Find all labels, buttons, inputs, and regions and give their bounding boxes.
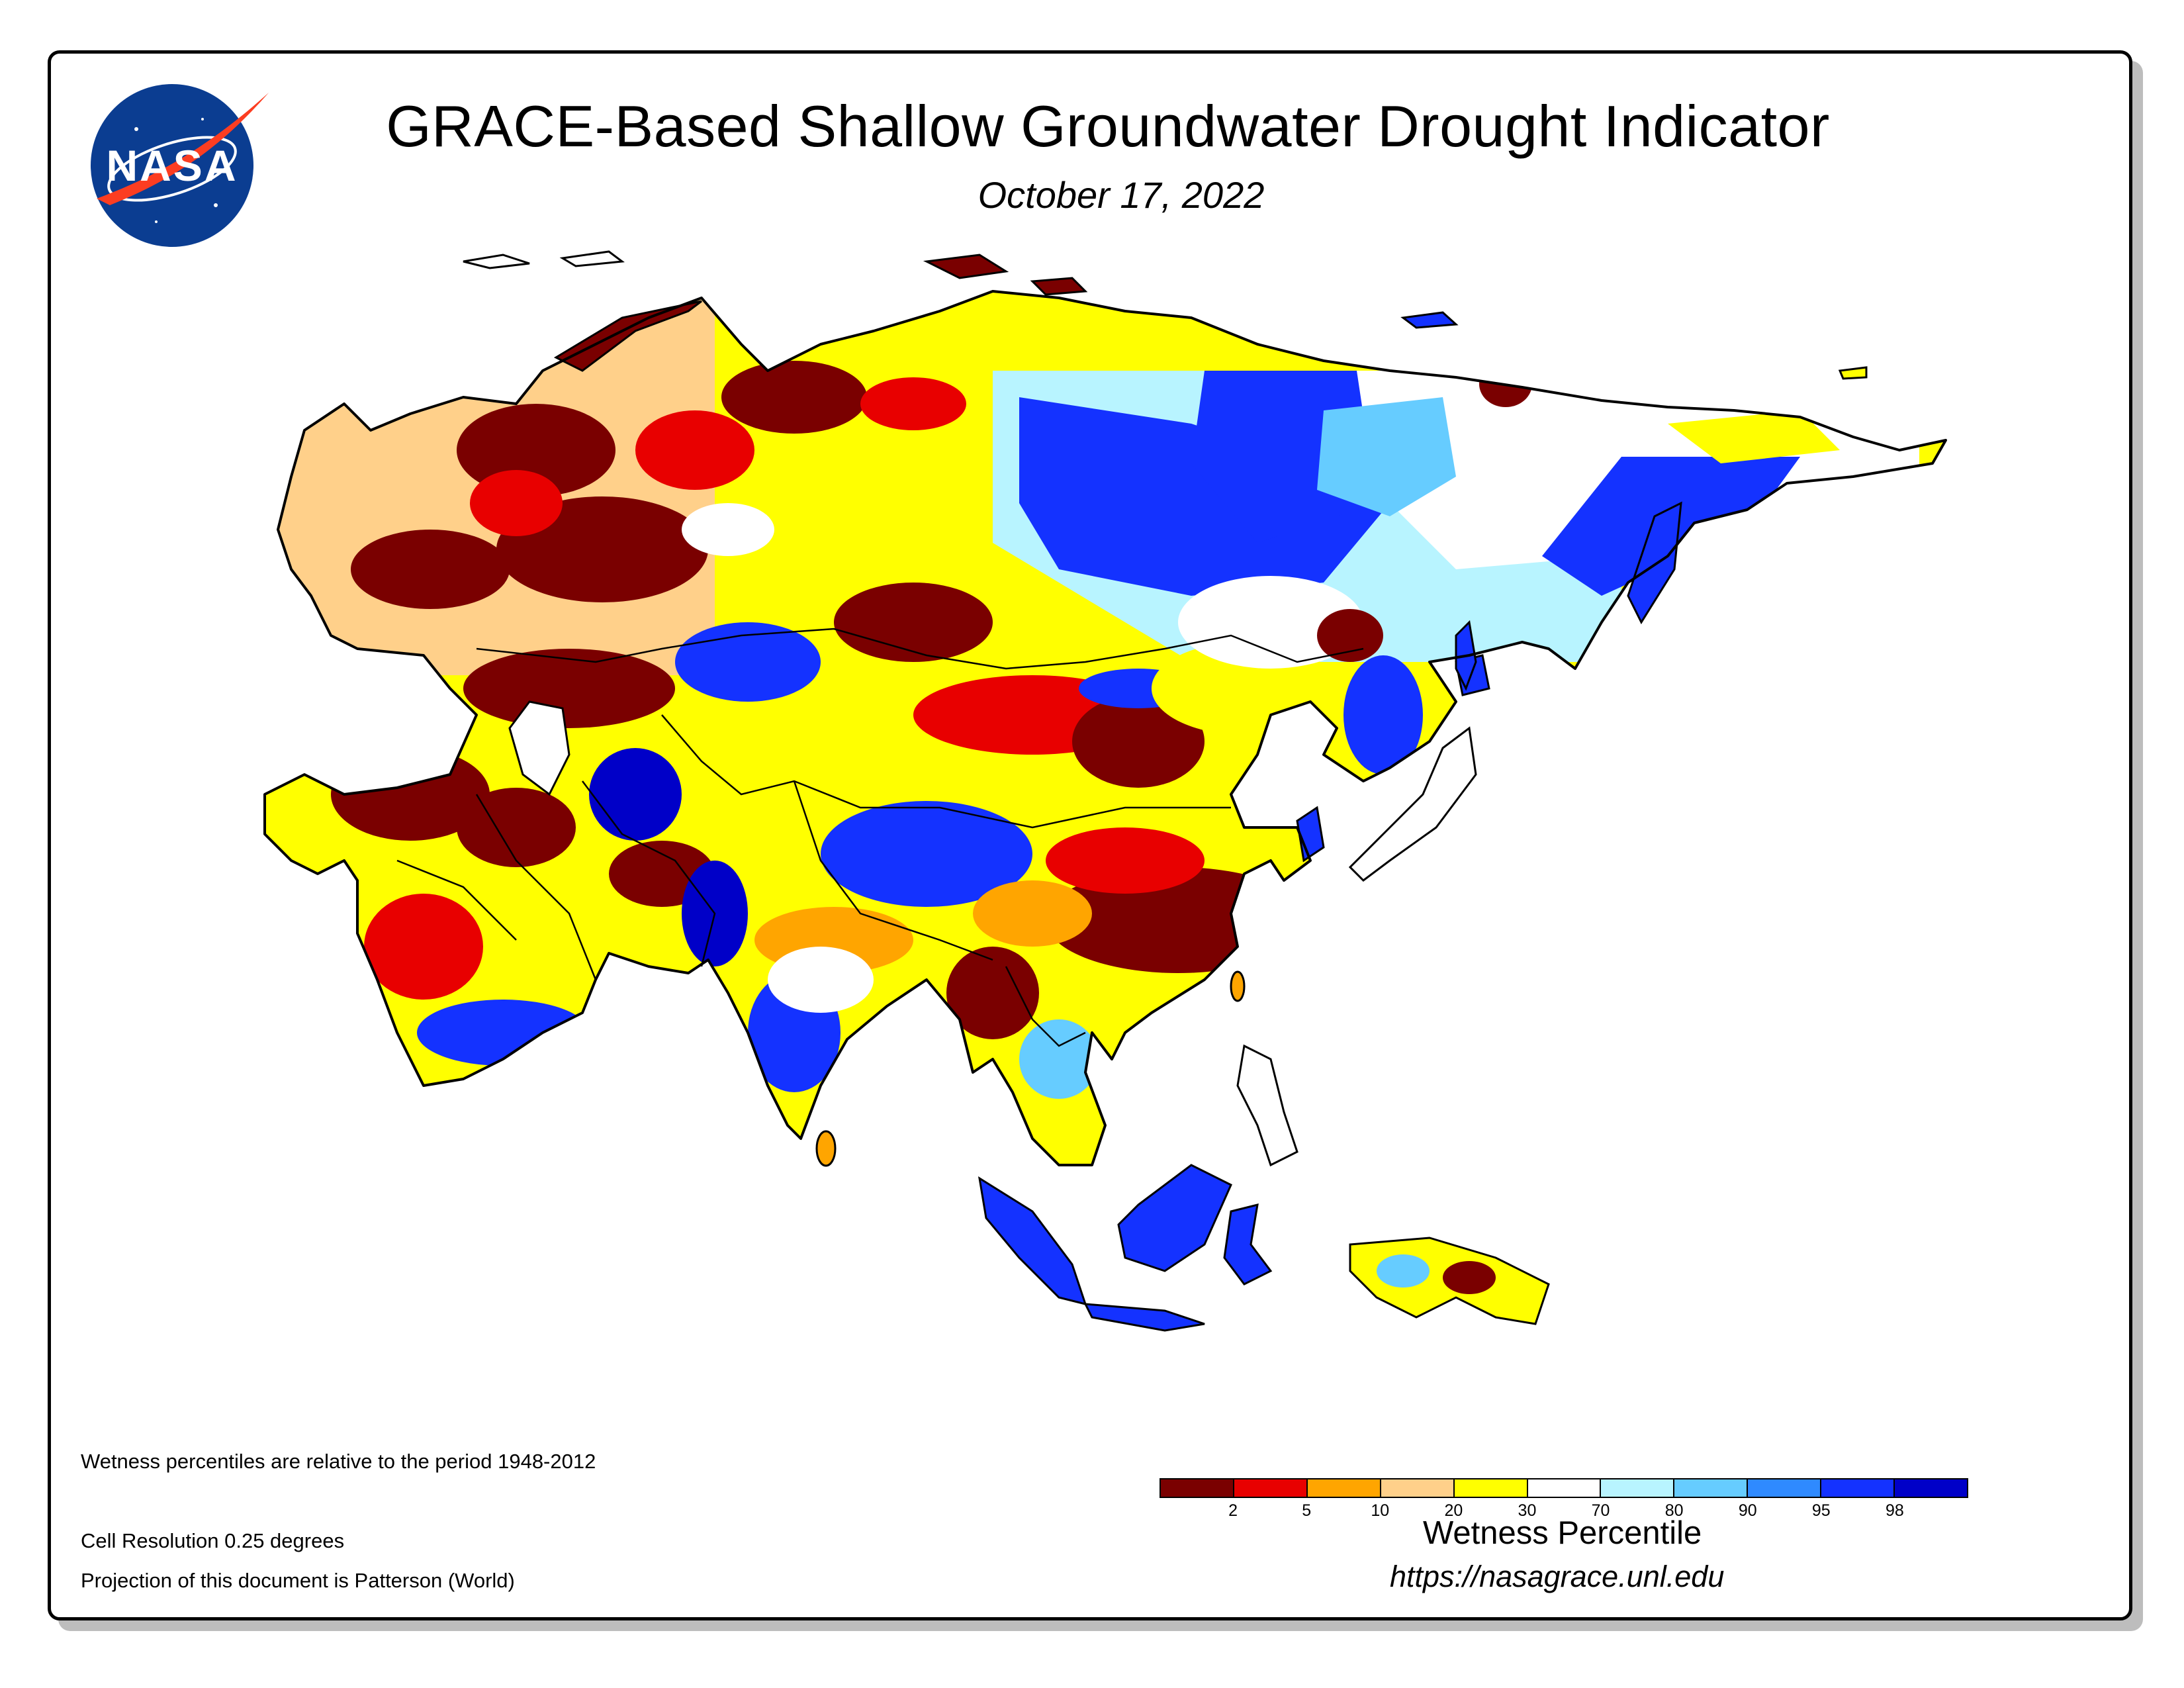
color-legend [1160,1478,1968,1498]
legend-swatch [1674,1479,1749,1497]
legend-swatch [1895,1479,1967,1497]
legend-swatch [1234,1479,1308,1497]
legend-swatch [1307,1479,1381,1497]
legend-tick-label: 2 [1228,1501,1238,1520]
legend-tick-label: 70 [1591,1501,1610,1520]
resolution-note: Cell Resolution 0.25 degrees [81,1529,345,1552]
period-note: Wetness percentiles are relative to the … [81,1450,596,1473]
legend-tick-label: 5 [1302,1501,1312,1520]
legend-swatch [1748,1479,1822,1497]
legend-swatch [1821,1479,1895,1497]
legend-swatch [1601,1479,1675,1497]
legend-swatch [1527,1479,1602,1497]
svg-text:NASA: NASA [106,141,238,190]
legend-tick-label: 95 [1811,1501,1831,1520]
nasa-logo: NASA [91,84,269,247]
source-url[interactable]: https://nasagrace.unl.edu [1390,1560,1725,1593]
legend-title: Wetness Percentile [1423,1515,1702,1551]
legend-tick-label: 98 [1886,1501,1904,1520]
map-title: GRACE-Based Shallow Groundwater Drought … [386,93,1830,159]
legend-tick-label: 90 [1738,1501,1757,1520]
legend-tick-label: 30 [1518,1501,1537,1520]
legend-swatch [1161,1479,1234,1497]
legend-tick-label: 10 [1371,1501,1390,1520]
legend-ticks: 2 5 10 20 30 70 80 90 95 98 [1160,1501,1968,1524]
projection-note: Projection of this document is Patterson… [81,1569,515,1592]
legend-tick-label: 20 [1444,1501,1463,1520]
legend-tick-label: 80 [1664,1501,1684,1520]
legend-swatch [1381,1479,1455,1497]
map-date: October 17, 2022 [978,174,1265,216]
legend-swatch [1454,1479,1528,1497]
